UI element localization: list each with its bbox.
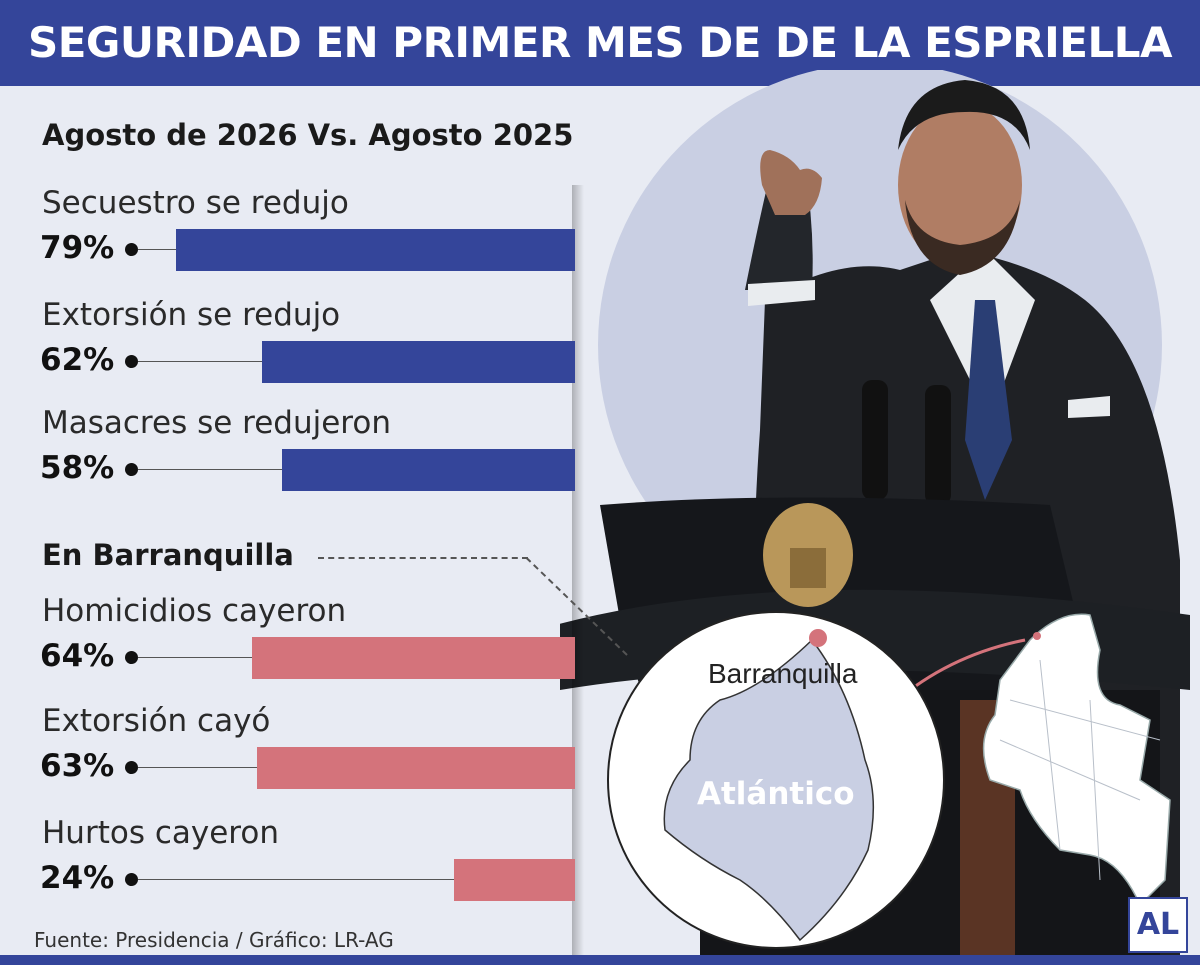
publisher-logo: AL <box>1128 897 1188 953</box>
bar-leader-dot <box>125 761 138 774</box>
bar-category-label: Homicidios cayeron <box>42 593 347 629</box>
bar-category-label: Extorsión cayó <box>42 703 271 739</box>
footer-bar <box>0 955 1200 965</box>
barranquilla-marker <box>809 629 827 647</box>
bar <box>262 341 575 383</box>
bar-leader-dot <box>125 243 138 256</box>
barranquilla-section-label: En Barranquilla <box>42 538 294 572</box>
bar-leader-line <box>138 249 176 250</box>
chart-subtitle: Agosto de 2026 Vs. Agosto 2025 <box>42 118 574 152</box>
bar-value-label: 64% <box>40 638 115 674</box>
bar-leader-line <box>138 767 257 768</box>
bar <box>282 449 575 491</box>
section-dash-line <box>318 557 528 559</box>
speaker-photo <box>560 70 1190 955</box>
bar-leader-line <box>138 657 252 658</box>
map-city-label: Barranquilla <box>708 658 858 689</box>
atlantico-shape <box>663 638 875 942</box>
bar <box>252 637 575 679</box>
bar-value-label: 62% <box>40 342 115 378</box>
bar-category-label: Hurtos cayeron <box>42 815 279 851</box>
source-note: Fuente: Presidencia / Gráfico: LR-AG <box>34 928 394 952</box>
bar-leader-line <box>138 879 454 880</box>
bar <box>454 859 575 901</box>
map-department-label: Atlántico <box>697 776 855 812</box>
bar-category-label: Secuestro se redujo <box>42 185 349 221</box>
bar-value-label: 79% <box>40 230 115 266</box>
bar-leader-dot <box>125 651 138 664</box>
logo-text: AL <box>1136 907 1180 942</box>
bar <box>176 229 575 271</box>
bar-value-label: 58% <box>40 450 115 486</box>
chart-divider <box>572 185 584 955</box>
bar-value-label: 63% <box>40 748 115 784</box>
bar-leader-line <box>138 469 282 470</box>
bar-leader-dot <box>125 873 138 886</box>
header-bar: SEGURIDAD EN PRIMER MES DE DE LA ESPRIEL… <box>0 0 1200 86</box>
bar-leader-line <box>138 361 262 362</box>
bar-value-label: 24% <box>40 860 115 896</box>
page-title: SEGURIDAD EN PRIMER MES DE DE LA ESPRIEL… <box>27 18 1173 67</box>
bar-category-label: Masacres se redujeron <box>42 405 391 441</box>
bar-leader-dot <box>125 463 138 476</box>
bar <box>257 747 575 789</box>
bar-leader-dot <box>125 355 138 368</box>
speaker-head <box>898 103 1022 267</box>
colombia-map <box>982 613 1171 907</box>
bar-category-label: Extorsión se redujo <box>42 297 341 333</box>
